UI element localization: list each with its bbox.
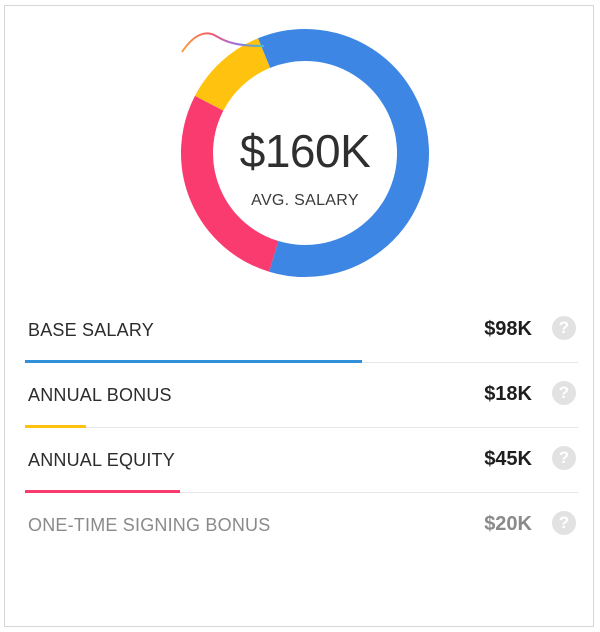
question-circle-icon[interactable]: ? xyxy=(552,316,576,340)
row-progress-bar xyxy=(25,490,180,493)
salary-card: $160K AVG. SALARY BASE SALARY $98K ? ANN… xyxy=(4,5,594,627)
row-value: $18K xyxy=(484,383,532,405)
row-progress-bar xyxy=(25,425,86,428)
avg-salary-label: AVG. SALARY xyxy=(251,192,359,209)
row-label: BASE SALARY xyxy=(28,320,154,340)
row-value: $20K xyxy=(484,513,532,535)
salary-donut-chart: $160K AVG. SALARY xyxy=(180,28,430,278)
row-value: $98K xyxy=(484,318,532,340)
row-annual-equity: ANNUAL EQUITY $45K ? xyxy=(25,428,578,493)
compensation-breakdown: BASE SALARY $98K ? ANNUAL BONUS $18K ? A… xyxy=(25,298,578,557)
row-value: $45K xyxy=(484,448,532,470)
donut-center: $160K AVG. SALARY xyxy=(180,28,430,278)
salary-distribution-sparkline-icon xyxy=(181,32,265,53)
avg-salary-amount: $160K xyxy=(239,125,371,177)
question-circle-icon[interactable]: ? xyxy=(552,511,576,535)
row-label: ONE-TIME SIGNING BONUS xyxy=(28,515,271,535)
donut-ring xyxy=(181,29,429,277)
row-base-salary: BASE SALARY $98K ? xyxy=(25,298,578,363)
row-annual-bonus: ANNUAL BONUS $18K ? xyxy=(25,363,578,428)
row-label: ANNUAL EQUITY xyxy=(28,450,175,470)
row-progress-bar xyxy=(25,360,363,363)
question-circle-icon[interactable]: ? xyxy=(552,446,576,470)
row-signing-bonus: ONE-TIME SIGNING BONUS $20K ? xyxy=(25,493,578,557)
donut-segment-bonus xyxy=(194,38,271,112)
question-circle-icon[interactable]: ? xyxy=(552,381,576,405)
donut-segment-equity xyxy=(181,95,279,272)
donut-segment-base xyxy=(257,29,429,277)
row-label: ANNUAL BONUS xyxy=(28,385,172,405)
